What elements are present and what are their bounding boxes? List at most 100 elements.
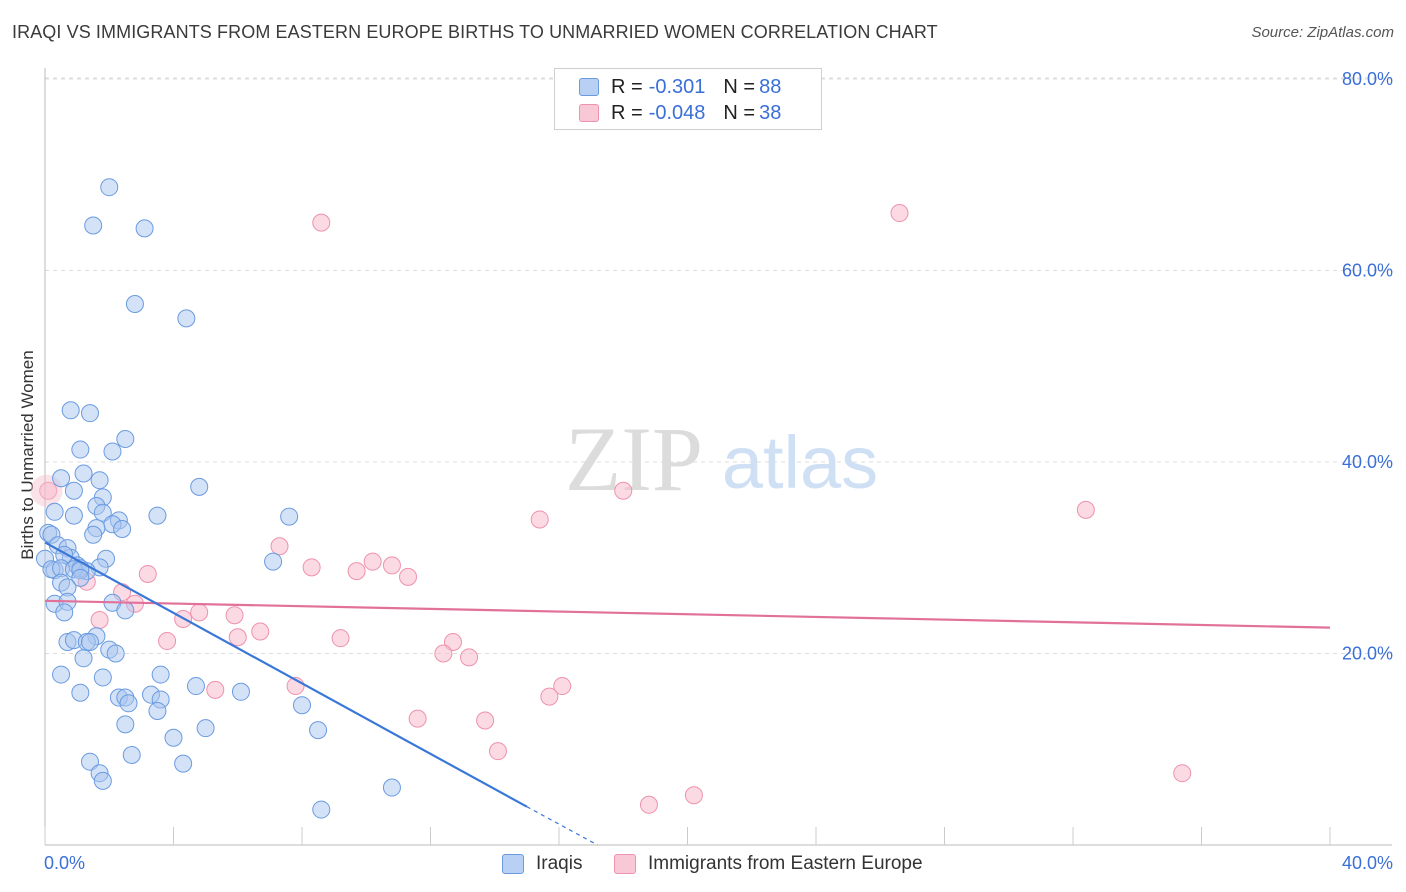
point-iraqis <box>80 633 99 652</box>
legend-swatch-iraqis <box>579 78 599 96</box>
point-eastern-europe <box>382 556 401 575</box>
point-iraqis <box>196 719 215 738</box>
legend-n-value: 38 <box>759 101 782 124</box>
point-eastern-europe <box>434 644 453 663</box>
point-iraqis <box>148 506 167 525</box>
point-eastern-europe <box>270 537 289 556</box>
trend-line-iraqis-extension <box>526 806 598 846</box>
point-iraqis <box>312 800 331 819</box>
point-eastern-europe <box>476 711 495 730</box>
point-iraqis <box>309 721 328 740</box>
point-eastern-europe <box>488 742 507 761</box>
point-iraqis <box>148 701 167 720</box>
bottom-legend-label-eastern-europe: Immigrants from Eastern Europe <box>648 853 923 874</box>
point-iraqis <box>84 216 103 235</box>
axes <box>44 68 1392 846</box>
point-iraqis <box>103 442 122 461</box>
point-iraqis <box>264 552 283 571</box>
trend-lines <box>44 541 1331 846</box>
point-eastern-europe <box>890 204 909 223</box>
point-eastern-europe <box>614 481 633 500</box>
point-eastern-europe <box>684 786 703 805</box>
correlation-legend: R = -0.301 N = 88 R = -0.048 N = 38 <box>554 68 822 130</box>
point-iraqis <box>64 506 83 525</box>
point-iraqis <box>293 696 311 715</box>
point-iraqis <box>174 754 193 773</box>
point-iraqis <box>64 481 83 500</box>
bottom-legend-swatch-eastern-europe <box>614 854 636 874</box>
source-label: Source: ZipAtlas.com <box>1251 24 1394 41</box>
point-iraqis <box>164 728 183 747</box>
point-iraqis <box>93 668 112 687</box>
watermark: ZIP atlas <box>565 408 878 510</box>
point-iraqis <box>100 178 119 197</box>
bottom-legend-label-iraqis: Iraqis <box>536 853 583 874</box>
point-iraqis <box>93 503 112 522</box>
point-iraqis <box>52 665 71 684</box>
watermark-atlas: atlas <box>722 421 878 504</box>
point-eastern-europe <box>206 680 225 699</box>
legend-row-iraqis: R = -0.301 N = 88 <box>579 75 781 99</box>
legend-swatch-eastern-europe <box>579 104 599 122</box>
point-iraqis <box>45 502 64 521</box>
point-iraqis <box>125 295 144 314</box>
legend-n-label: N = <box>723 75 756 98</box>
point-iraqis <box>93 771 112 790</box>
point-iraqis <box>52 469 71 488</box>
point-eastern-europe <box>408 709 427 728</box>
point-eastern-europe <box>363 552 382 571</box>
point-iraqis <box>84 525 103 544</box>
point-iraqis <box>122 745 141 764</box>
point-eastern-europe <box>225 606 244 625</box>
point-iraqis <box>71 683 90 702</box>
point-eastern-europe <box>347 562 366 581</box>
point-iraqis <box>90 471 109 490</box>
point-eastern-europe <box>302 558 321 577</box>
legend-n-value: 88 <box>759 75 782 98</box>
legend-r-label: R = <box>611 75 643 98</box>
x-tick-label: 40.0% <box>1342 853 1393 873</box>
point-eastern-europe <box>553 677 572 696</box>
point-iraqis <box>186 677 205 696</box>
point-iraqis <box>116 601 135 620</box>
legend-r-label: R = <box>611 101 643 124</box>
trend-line-eastern-europe <box>44 599 1331 629</box>
point-eastern-europe <box>39 481 58 500</box>
point-eastern-europe <box>530 510 549 529</box>
point-iraqis <box>61 401 80 420</box>
point-eastern-europe <box>138 565 157 584</box>
series-iraqis-points <box>36 178 401 819</box>
point-iraqis <box>113 520 132 539</box>
y-tick-label: 20.0% <box>1342 644 1393 664</box>
point-eastern-europe <box>158 632 177 651</box>
y-tick-label: 40.0% <box>1342 452 1393 472</box>
legend-row-eastern-europe: R = -0.048 N = 38 <box>579 101 781 125</box>
bottom-legend-swatch-iraqis <box>502 854 524 874</box>
point-iraqis <box>177 309 196 328</box>
point-iraqis <box>74 464 93 483</box>
point-eastern-europe <box>399 567 418 586</box>
point-eastern-europe <box>190 603 209 622</box>
point-iraqis <box>116 430 135 449</box>
point-eastern-europe <box>228 628 247 647</box>
watermark-zip: ZIP <box>565 408 703 510</box>
chart-title: IRAQI VS IMMIGRANTS FROM EASTERN EUROPE … <box>12 22 938 42</box>
point-iraqis <box>71 440 90 459</box>
y-tick-label: 60.0% <box>1342 261 1393 281</box>
gridlines <box>45 77 1392 654</box>
point-eastern-europe <box>312 213 331 232</box>
point-iraqis <box>151 665 170 684</box>
point-iraqis <box>106 644 125 663</box>
point-iraqis <box>382 778 401 797</box>
tick-labels: 20.0% 40.0% 60.0% 80.0% 0.0% 40.0% <box>44 69 1393 873</box>
point-eastern-europe <box>331 629 350 648</box>
point-iraqis <box>119 694 138 713</box>
legend-r-value: -0.301 <box>648 75 706 98</box>
point-iraqis <box>71 568 90 587</box>
y-tick-label: 80.0% <box>1342 69 1393 89</box>
point-iraqis <box>135 219 154 238</box>
trend-line-iraqis <box>44 541 528 808</box>
bottom-legend-eastern-europe: Immigrants from Eastern Europe <box>614 851 923 877</box>
point-eastern-europe <box>251 622 270 641</box>
